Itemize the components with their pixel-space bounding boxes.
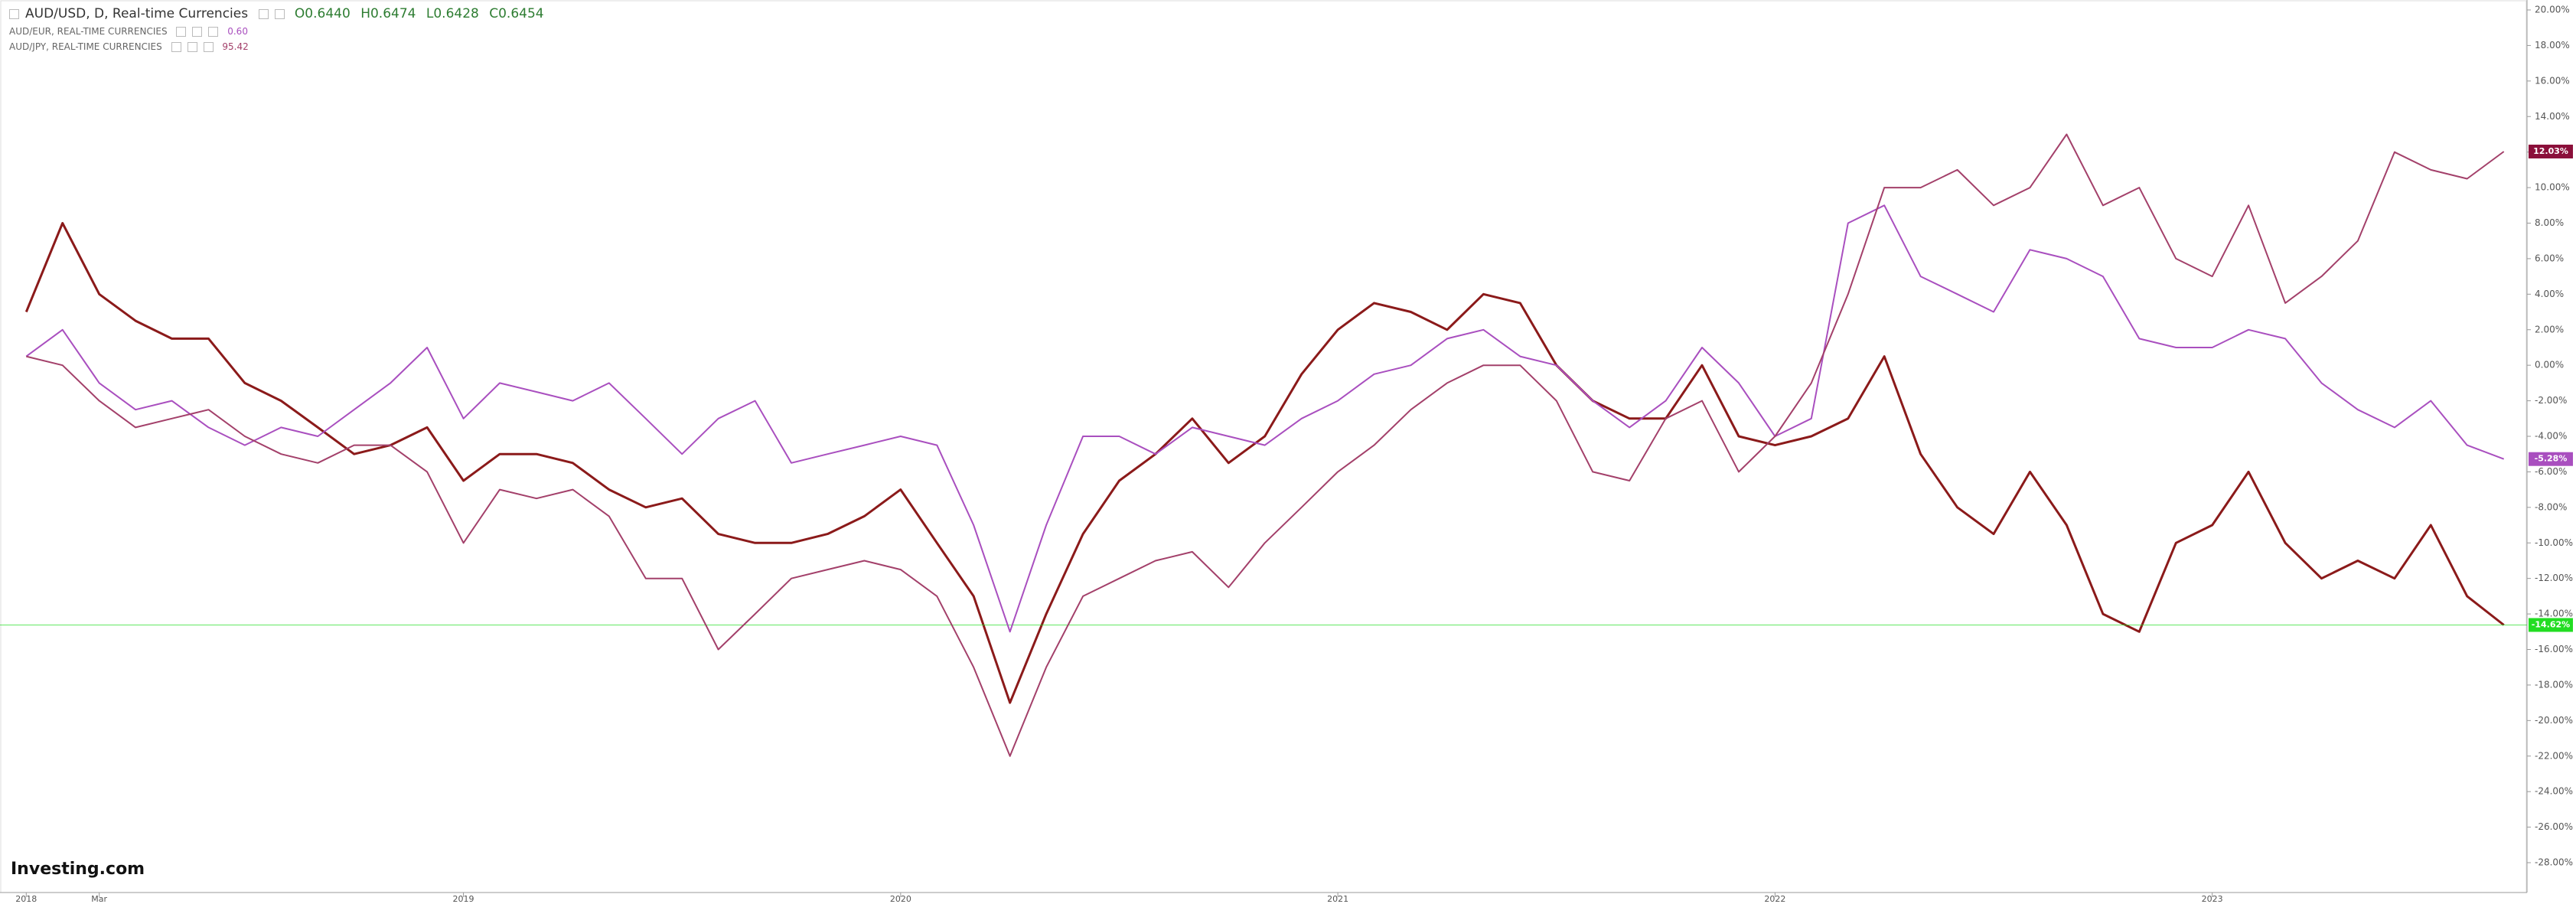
x-tick-label: 2021 xyxy=(1327,894,1348,904)
y-tick-label: -8.00% xyxy=(2535,501,2567,512)
toggle[interactable] xyxy=(203,42,214,52)
y-tick-label: 8.00% xyxy=(2535,217,2564,228)
toggle[interactable] xyxy=(208,27,219,37)
open: O0.6440 xyxy=(294,6,351,21)
main-symbol: AUD/USD, D, Real-time Currencies xyxy=(25,6,249,21)
x-tick-label: 2019 xyxy=(453,894,474,904)
toggle[interactable] xyxy=(258,8,269,19)
last-value-label: 12.03% xyxy=(2533,146,2568,156)
y-tick-label: 2.00% xyxy=(2535,324,2564,335)
y-tick-label: -26.00% xyxy=(2535,821,2573,832)
y-tick-label: -14.00% xyxy=(2535,609,2573,619)
toggle[interactable] xyxy=(192,27,203,37)
last-value-badge xyxy=(2529,618,2573,632)
y-tick-label: -22.00% xyxy=(2535,750,2573,761)
y-tick-label: -10.00% xyxy=(2535,537,2573,548)
y-tick-label: -18.00% xyxy=(2535,679,2573,690)
y-tick-label: -2.00% xyxy=(2535,395,2567,406)
y-tick-label: 16.00% xyxy=(2535,75,2570,86)
y-tick-label: 0.00% xyxy=(2535,360,2564,370)
last-value-label: -5.28% xyxy=(2535,454,2568,464)
y-tick-label: 20.00% xyxy=(2535,5,2570,15)
compare-value: 95.42 xyxy=(222,41,249,52)
y-tick-label: -24.00% xyxy=(2535,786,2573,797)
low: L0.6428 xyxy=(426,6,479,21)
close: C0.6454 xyxy=(489,6,544,21)
x-tick-label: Mar xyxy=(91,894,107,904)
y-tick-label: -20.00% xyxy=(2535,715,2573,726)
series-line xyxy=(24,222,2505,704)
last-value-label: -14.62% xyxy=(2532,619,2570,629)
compare-symbol: AUD/JPY, REAL-TIME CURRENCIES xyxy=(9,41,162,52)
last-value-badge xyxy=(2529,452,2573,466)
x-tick-label: 2022 xyxy=(1764,894,1785,904)
y-tick-label: 10.00% xyxy=(2535,182,2570,193)
compare-symbol: AUD/EUR, REAL-TIME CURRENCIES xyxy=(9,26,168,37)
y-tick-label: 14.00% xyxy=(2535,111,2570,122)
main-header: AUD/USD, D, Real-time Currencies O0.6440… xyxy=(9,6,550,21)
y-tick-label: -6.00% xyxy=(2535,466,2567,477)
series-line xyxy=(26,133,2505,757)
high: H0.6474 xyxy=(360,6,416,21)
watermark: Investing.com xyxy=(11,860,145,879)
compare-header: AUD/JPY, REAL-TIME CURRENCIES 95.42 xyxy=(9,41,255,52)
x-tick-label: 2020 xyxy=(890,894,911,904)
series-line xyxy=(25,204,2505,633)
y-tick-label: -16.00% xyxy=(2535,644,2573,654)
toggle[interactable] xyxy=(171,42,181,52)
compare-value: 0.60 xyxy=(227,26,248,37)
y-tick-label: 6.00% xyxy=(2535,253,2564,263)
y-tick-label: -12.00% xyxy=(2535,573,2573,583)
y-tick-label: -28.00% xyxy=(2535,857,2573,868)
toggle[interactable] xyxy=(9,8,19,19)
y-tick-label: -4.00% xyxy=(2535,431,2567,442)
y-tick-label: 18.00% xyxy=(2535,40,2570,51)
x-tick-label: 2023 xyxy=(2202,894,2223,904)
x-tick-label: 2018 xyxy=(15,894,37,904)
toggle[interactable] xyxy=(176,27,187,37)
y-tick-label: 4.00% xyxy=(2535,289,2564,299)
compare-header: AUD/EUR, REAL-TIME CURRENCIES 0.60 xyxy=(9,26,254,37)
toggle[interactable] xyxy=(274,8,285,19)
toggle[interactable] xyxy=(187,42,197,52)
last-value-badge xyxy=(2529,144,2573,158)
